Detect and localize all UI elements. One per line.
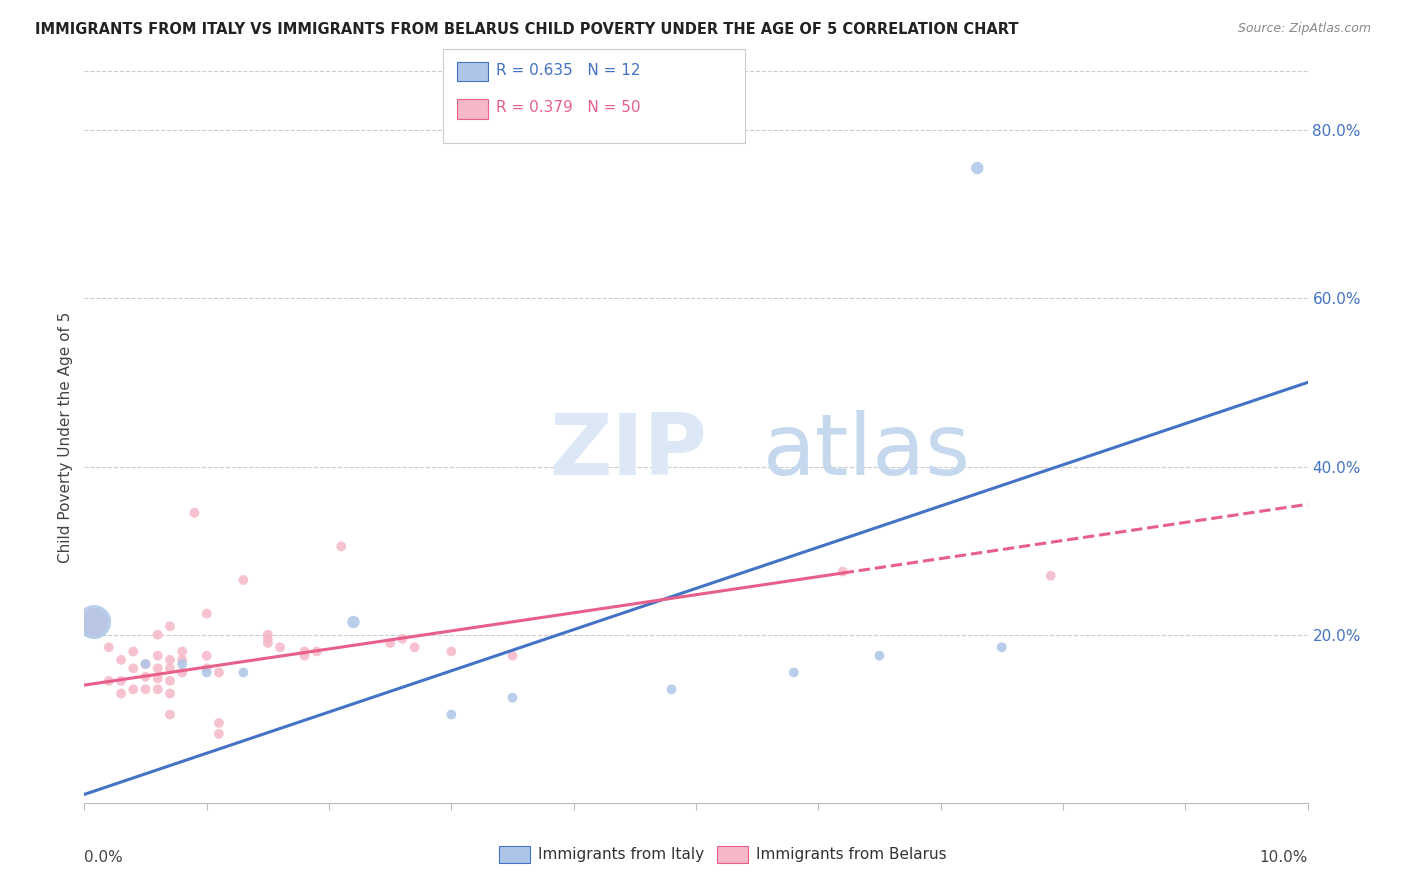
Point <box>831 565 853 579</box>
Point <box>257 627 280 641</box>
Point <box>146 682 169 697</box>
Point <box>159 661 181 675</box>
Point <box>97 640 120 655</box>
Point <box>440 707 463 722</box>
Point <box>110 686 132 700</box>
Point <box>195 607 218 621</box>
Text: 0.0%: 0.0% <box>84 850 124 865</box>
Point <box>294 648 316 663</box>
Point <box>159 619 181 633</box>
Point <box>146 672 169 686</box>
Point <box>330 540 353 554</box>
Point <box>502 648 524 663</box>
Point <box>391 632 413 646</box>
Point <box>269 640 291 655</box>
Point <box>135 682 157 697</box>
Point <box>991 640 1014 655</box>
Point <box>83 615 105 629</box>
Point <box>135 670 157 684</box>
Point <box>159 673 181 688</box>
Point <box>159 707 181 722</box>
Point <box>146 648 169 663</box>
Point <box>122 644 145 658</box>
Point <box>83 615 105 629</box>
Point <box>257 636 280 650</box>
Point <box>195 665 218 680</box>
Text: 10.0%: 10.0% <box>1260 850 1308 865</box>
Point <box>183 506 205 520</box>
Point <box>159 653 181 667</box>
Text: Immigrants from Italy: Immigrants from Italy <box>538 847 704 862</box>
Point <box>195 648 218 663</box>
Point <box>305 644 328 658</box>
Point <box>195 661 218 675</box>
Point <box>380 636 402 650</box>
Point <box>172 657 194 671</box>
Point <box>1039 569 1062 583</box>
Text: Source: ZipAtlas.com: Source: ZipAtlas.com <box>1237 22 1371 36</box>
Text: R = 0.635   N = 12: R = 0.635 N = 12 <box>496 63 641 78</box>
Point <box>208 715 231 730</box>
Point <box>661 682 683 697</box>
Point <box>172 653 194 667</box>
Point <box>135 657 157 671</box>
Point <box>342 615 364 629</box>
Text: R = 0.379   N = 50: R = 0.379 N = 50 <box>496 101 641 115</box>
Point <box>232 665 254 680</box>
Point <box>232 573 254 587</box>
Point <box>135 657 157 671</box>
Point <box>122 661 145 675</box>
Point <box>146 627 169 641</box>
Text: Immigrants from Belarus: Immigrants from Belarus <box>756 847 948 862</box>
Text: ZIP: ZIP <box>550 410 707 493</box>
Point <box>208 665 231 680</box>
Point <box>966 161 988 175</box>
Point <box>172 644 194 658</box>
Point <box>97 673 120 688</box>
Point <box>146 661 169 675</box>
Point <box>122 682 145 697</box>
Point <box>110 653 132 667</box>
Text: IMMIGRANTS FROM ITALY VS IMMIGRANTS FROM BELARUS CHILD POVERTY UNDER THE AGE OF : IMMIGRANTS FROM ITALY VS IMMIGRANTS FROM… <box>35 22 1019 37</box>
Point <box>783 665 806 680</box>
Text: atlas: atlas <box>763 410 972 493</box>
Point <box>257 632 280 646</box>
Point <box>159 686 181 700</box>
Point <box>172 665 194 680</box>
Point <box>502 690 524 705</box>
Point <box>404 640 426 655</box>
Point <box>110 673 132 688</box>
Point <box>869 648 891 663</box>
Point <box>208 727 231 741</box>
Y-axis label: Child Poverty Under the Age of 5: Child Poverty Under the Age of 5 <box>58 311 73 563</box>
Point <box>294 644 316 658</box>
Point <box>440 644 463 658</box>
